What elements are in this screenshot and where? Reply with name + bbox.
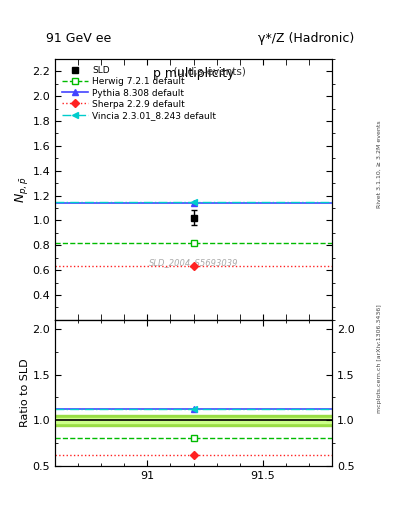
Text: 91 GeV ee: 91 GeV ee (46, 32, 111, 45)
Text: p multiplicity: p multiplicity (153, 67, 234, 80)
Text: SLD_2004_S5693039: SLD_2004_S5693039 (149, 258, 238, 267)
Y-axis label: Ratio to SLD: Ratio to SLD (20, 358, 29, 427)
Bar (55, 418, 332, 423)
Text: (u,d,s-events): (u,d,s-events) (141, 67, 246, 77)
Bar (55, 415, 332, 425)
Text: Rivet 3.1.10, ≥ 3.2M events: Rivet 3.1.10, ≥ 3.2M events (377, 120, 382, 208)
Legend: SLD, Herwig 7.2.1 default, Pythia 8.308 default, Sherpa 2.2.9 default, Vincia 2.: SLD, Herwig 7.2.1 default, Pythia 8.308 … (59, 63, 219, 123)
Y-axis label: $N_{p,\bar{p}}$: $N_{p,\bar{p}}$ (13, 176, 29, 203)
Text: mcplots.cern.ch [arXiv:1306.3436]: mcplots.cern.ch [arXiv:1306.3436] (377, 304, 382, 413)
Text: γ*/Z (Hadronic): γ*/Z (Hadronic) (259, 32, 354, 45)
